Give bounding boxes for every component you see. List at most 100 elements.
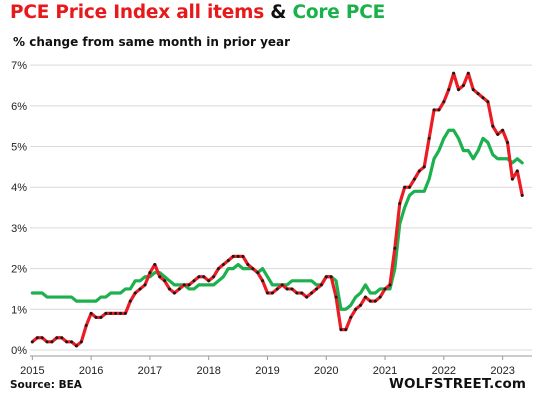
pce-all-items-point xyxy=(501,128,505,132)
title-core: Core PCE xyxy=(292,2,386,23)
pce-all-items-point xyxy=(319,283,323,287)
pce-all-items-point xyxy=(177,287,181,291)
pce-all-items-point xyxy=(290,287,294,291)
x-tick-label: 2020 xyxy=(314,365,338,377)
pce-all-items-point xyxy=(466,71,470,75)
pce-all-items-point xyxy=(393,246,397,250)
pce-all-items-point xyxy=(192,279,196,283)
y-tick-label: 0% xyxy=(11,345,27,357)
chart-title: PCE Price Index all items & Core PCE xyxy=(10,2,385,23)
pce-all-items-point xyxy=(506,140,510,144)
pce-all-items-point xyxy=(158,275,162,279)
pce-all-items-point xyxy=(510,177,514,181)
pce-all-items-point xyxy=(452,71,456,75)
x-tick-label: 2018 xyxy=(196,365,220,377)
pce-all-items-point xyxy=(65,340,69,344)
pce-all-items-point xyxy=(496,132,500,136)
pce-all-items-point xyxy=(246,263,250,267)
y-tick-label: 3% xyxy=(11,223,27,235)
pce-all-items-point xyxy=(270,291,274,295)
pce-all-items-point xyxy=(471,88,475,92)
x-tick-label: 2019 xyxy=(255,365,279,377)
title-ampersand: & xyxy=(270,2,287,23)
pce-all-items-point xyxy=(231,254,235,258)
pce-all-items-point xyxy=(123,311,127,315)
pce-all-items-point xyxy=(94,315,98,319)
pce-all-items-point xyxy=(114,311,118,315)
pce-all-items-point xyxy=(182,283,186,287)
pce-all-items-point xyxy=(236,254,240,258)
pce-all-items-point xyxy=(417,169,421,173)
pce-all-items-point xyxy=(35,336,39,340)
pce-all-items-point xyxy=(221,263,225,267)
chart-subtitle: % change from same month in prior year xyxy=(13,35,291,49)
x-tick-label: 2017 xyxy=(138,365,162,377)
pce-all-items-point xyxy=(349,315,353,319)
pce-all-items-point xyxy=(241,254,245,258)
pce-all-items-point xyxy=(412,177,416,181)
pce-all-items-point xyxy=(354,307,358,311)
pce-all-items-point xyxy=(104,311,108,315)
core-pce-line xyxy=(30,128,524,311)
pce-all-items-point xyxy=(202,275,206,279)
pce-all-items-point xyxy=(187,283,191,287)
pce-all-items-point xyxy=(408,185,412,189)
pce-all-items-line xyxy=(30,71,524,348)
pce-all-items-point xyxy=(207,279,211,283)
title-all-items: PCE Price Index all items xyxy=(10,2,265,23)
pce-all-items-point xyxy=(55,336,59,340)
pce-all-items-point xyxy=(89,311,93,315)
pce-all-items-point xyxy=(432,108,436,112)
pce-all-items-point xyxy=(442,100,446,104)
y-tick-label: 5% xyxy=(11,142,27,154)
pce-all-items-point xyxy=(256,271,260,275)
pce-all-items-point xyxy=(40,336,44,340)
pce-all-items-point xyxy=(79,340,83,344)
pce-all-items-point xyxy=(383,287,387,291)
pce-all-items-point xyxy=(172,291,176,295)
pce-all-items-point xyxy=(481,96,485,100)
pce-all-items-point xyxy=(212,275,216,279)
y-tick-label: 4% xyxy=(11,182,27,194)
pce-all-items-point xyxy=(251,267,255,271)
pce-all-items-point xyxy=(30,340,34,344)
pce-all-items-point xyxy=(280,283,284,287)
pce-all-items-point xyxy=(84,324,88,328)
pce-all-items-point xyxy=(300,291,304,295)
pce-all-items-point xyxy=(74,344,78,348)
pce-all-items-point xyxy=(45,340,49,344)
pce-all-items-point xyxy=(148,271,152,275)
pce-all-items-point xyxy=(99,315,103,319)
pce-all-items-point xyxy=(422,165,426,169)
pce-all-items-point xyxy=(265,291,269,295)
x-tick-label: 2022 xyxy=(432,365,456,377)
pce-all-items-point xyxy=(109,311,113,315)
pce-all-items-point xyxy=(168,287,172,291)
pce-all-items-point xyxy=(153,263,157,267)
pce-all-items-point xyxy=(520,193,524,197)
pce-all-items-point xyxy=(447,88,451,92)
pce-all-items-point xyxy=(339,328,343,332)
pce-all-items-point xyxy=(119,311,123,315)
source-note: Source: BEA xyxy=(10,379,82,391)
pce-all-items-point xyxy=(275,287,279,291)
pce-all-items-point xyxy=(305,295,309,299)
pce-all-items-point xyxy=(60,336,64,340)
y-tick-label: 7% xyxy=(11,60,27,72)
pce-all-items-point xyxy=(491,124,495,128)
pce-all-items-point xyxy=(334,295,338,299)
pce-all-items-point xyxy=(261,279,265,283)
y-tick-label: 2% xyxy=(11,264,27,276)
pce-all-items-point xyxy=(50,340,54,344)
pce-all-items-point xyxy=(359,303,363,307)
pce-all-items-point xyxy=(295,291,299,295)
pce-all-items-point xyxy=(515,169,519,173)
pce-all-items-point xyxy=(138,287,142,291)
pce-all-items-point xyxy=(310,291,314,295)
pce-all-items-point xyxy=(285,287,289,291)
y-tick-label: 1% xyxy=(11,304,27,316)
pce-all-items-point xyxy=(363,295,367,299)
pce-all-items-point xyxy=(163,279,167,283)
